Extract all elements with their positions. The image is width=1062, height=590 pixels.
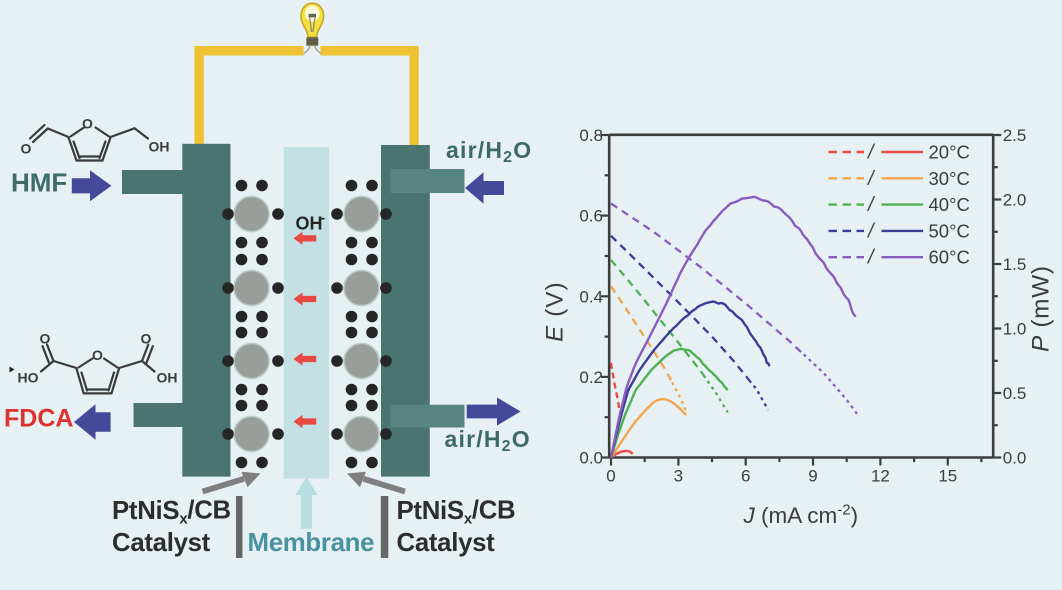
svg-text:Catalyst: Catalyst xyxy=(112,529,211,557)
svg-text:12: 12 xyxy=(871,467,890,486)
svg-text:OH: OH xyxy=(149,139,170,155)
svg-text:air/H2O: air/H2O xyxy=(445,426,531,455)
svg-text:PtNiSx/CB: PtNiSx/CB xyxy=(112,497,231,528)
svg-text:Membrane: Membrane xyxy=(248,529,375,557)
svg-text:-: - xyxy=(321,210,326,226)
svg-text:0.0: 0.0 xyxy=(579,449,603,468)
svg-text:2.5: 2.5 xyxy=(1003,126,1027,145)
svg-text:air/H2O: air/H2O xyxy=(446,137,532,166)
svg-text:40°C: 40°C xyxy=(929,194,970,215)
svg-text:OH: OH xyxy=(296,214,323,234)
svg-text:0.5: 0.5 xyxy=(1003,384,1027,403)
svg-text:O: O xyxy=(21,141,32,157)
svg-text:0.6: 0.6 xyxy=(579,207,603,226)
svg-text:O: O xyxy=(92,347,103,363)
svg-text:FDCA: FDCA xyxy=(4,405,73,433)
svg-text:1.0: 1.0 xyxy=(1003,320,1027,339)
svg-text:0: 0 xyxy=(606,467,615,486)
svg-text:PtNiSx/CB: PtNiSx/CB xyxy=(397,497,516,528)
svg-text:HMF: HMF xyxy=(11,168,67,198)
svg-text:2.0: 2.0 xyxy=(1003,191,1027,210)
svg-text:6: 6 xyxy=(741,467,750,486)
svg-text:15: 15 xyxy=(938,467,957,486)
svg-text:Catalyst: Catalyst xyxy=(397,529,496,557)
svg-text:/: / xyxy=(866,247,876,269)
svg-text:/: / xyxy=(866,168,876,190)
svg-text:O: O xyxy=(82,116,93,132)
svg-text:/: / xyxy=(866,194,876,216)
svg-text:HO: HO xyxy=(18,370,39,386)
svg-text:0.0: 0.0 xyxy=(1003,449,1027,468)
svg-text:3: 3 xyxy=(674,467,683,486)
svg-text:60°C: 60°C xyxy=(929,247,970,268)
svg-text:20°C: 20°C xyxy=(929,142,970,163)
svg-text:9: 9 xyxy=(808,467,817,486)
svg-text:O: O xyxy=(40,331,51,347)
svg-text:OH: OH xyxy=(157,370,178,386)
svg-text:30°C: 30°C xyxy=(929,168,970,189)
svg-text:0.2: 0.2 xyxy=(579,368,603,387)
svg-text:/: / xyxy=(866,142,876,164)
svg-text:1.5: 1.5 xyxy=(1003,255,1027,274)
svg-text:0.8: 0.8 xyxy=(579,126,603,145)
svg-text:E (V): E (V) xyxy=(542,281,569,342)
svg-text:/: / xyxy=(866,220,876,242)
svg-text:0.4: 0.4 xyxy=(579,287,603,306)
svg-text:O: O xyxy=(141,331,152,347)
svg-text:P (mW): P (mW) xyxy=(1028,265,1055,352)
svg-text:50°C: 50°C xyxy=(929,220,970,241)
